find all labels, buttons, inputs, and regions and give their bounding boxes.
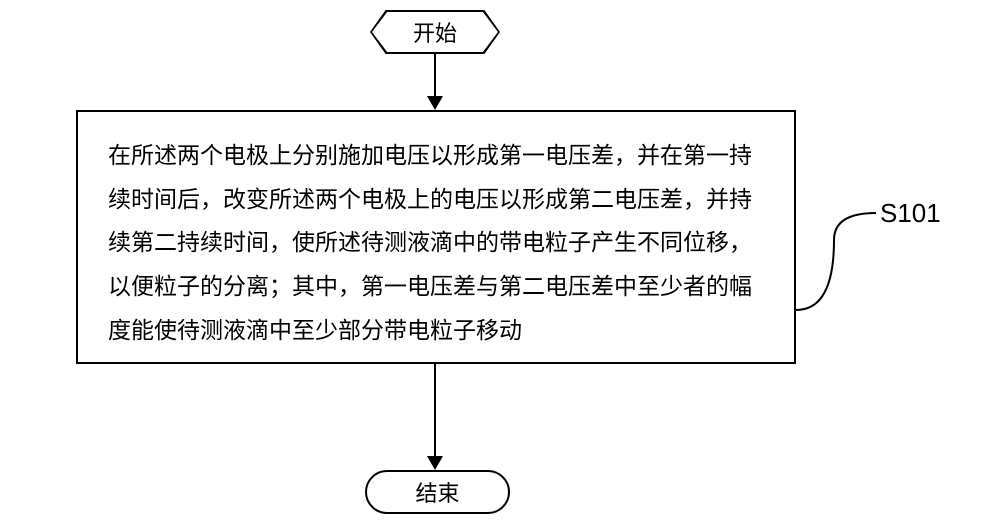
start-label: 开始 <box>413 16 457 48</box>
arrowhead-1 <box>427 96 443 110</box>
process-step: 在所述两个电极上分别施加电压以形成第一电压差，并在第一持续时间后，改变所述两个电… <box>76 110 796 364</box>
start-terminator: 开始 <box>370 10 500 54</box>
step-label: S101 <box>880 198 941 229</box>
arrowhead-2 <box>427 456 443 470</box>
label-connector <box>796 200 886 320</box>
end-terminator: 结束 <box>365 470 510 514</box>
flowchart-canvas: 开始 在所述两个电极上分别施加电压以形成第一电压差，并在第一持续时间后，改变所述… <box>0 0 1000 531</box>
arrow-start-to-process <box>434 54 436 96</box>
process-text: 在所述两个电极上分别施加电压以形成第一电压差，并在第一持续时间后，改变所述两个电… <box>108 142 752 343</box>
step-label-text: S101 <box>880 198 941 228</box>
arrow-process-to-end <box>434 364 436 456</box>
end-label: 结束 <box>415 476 459 508</box>
